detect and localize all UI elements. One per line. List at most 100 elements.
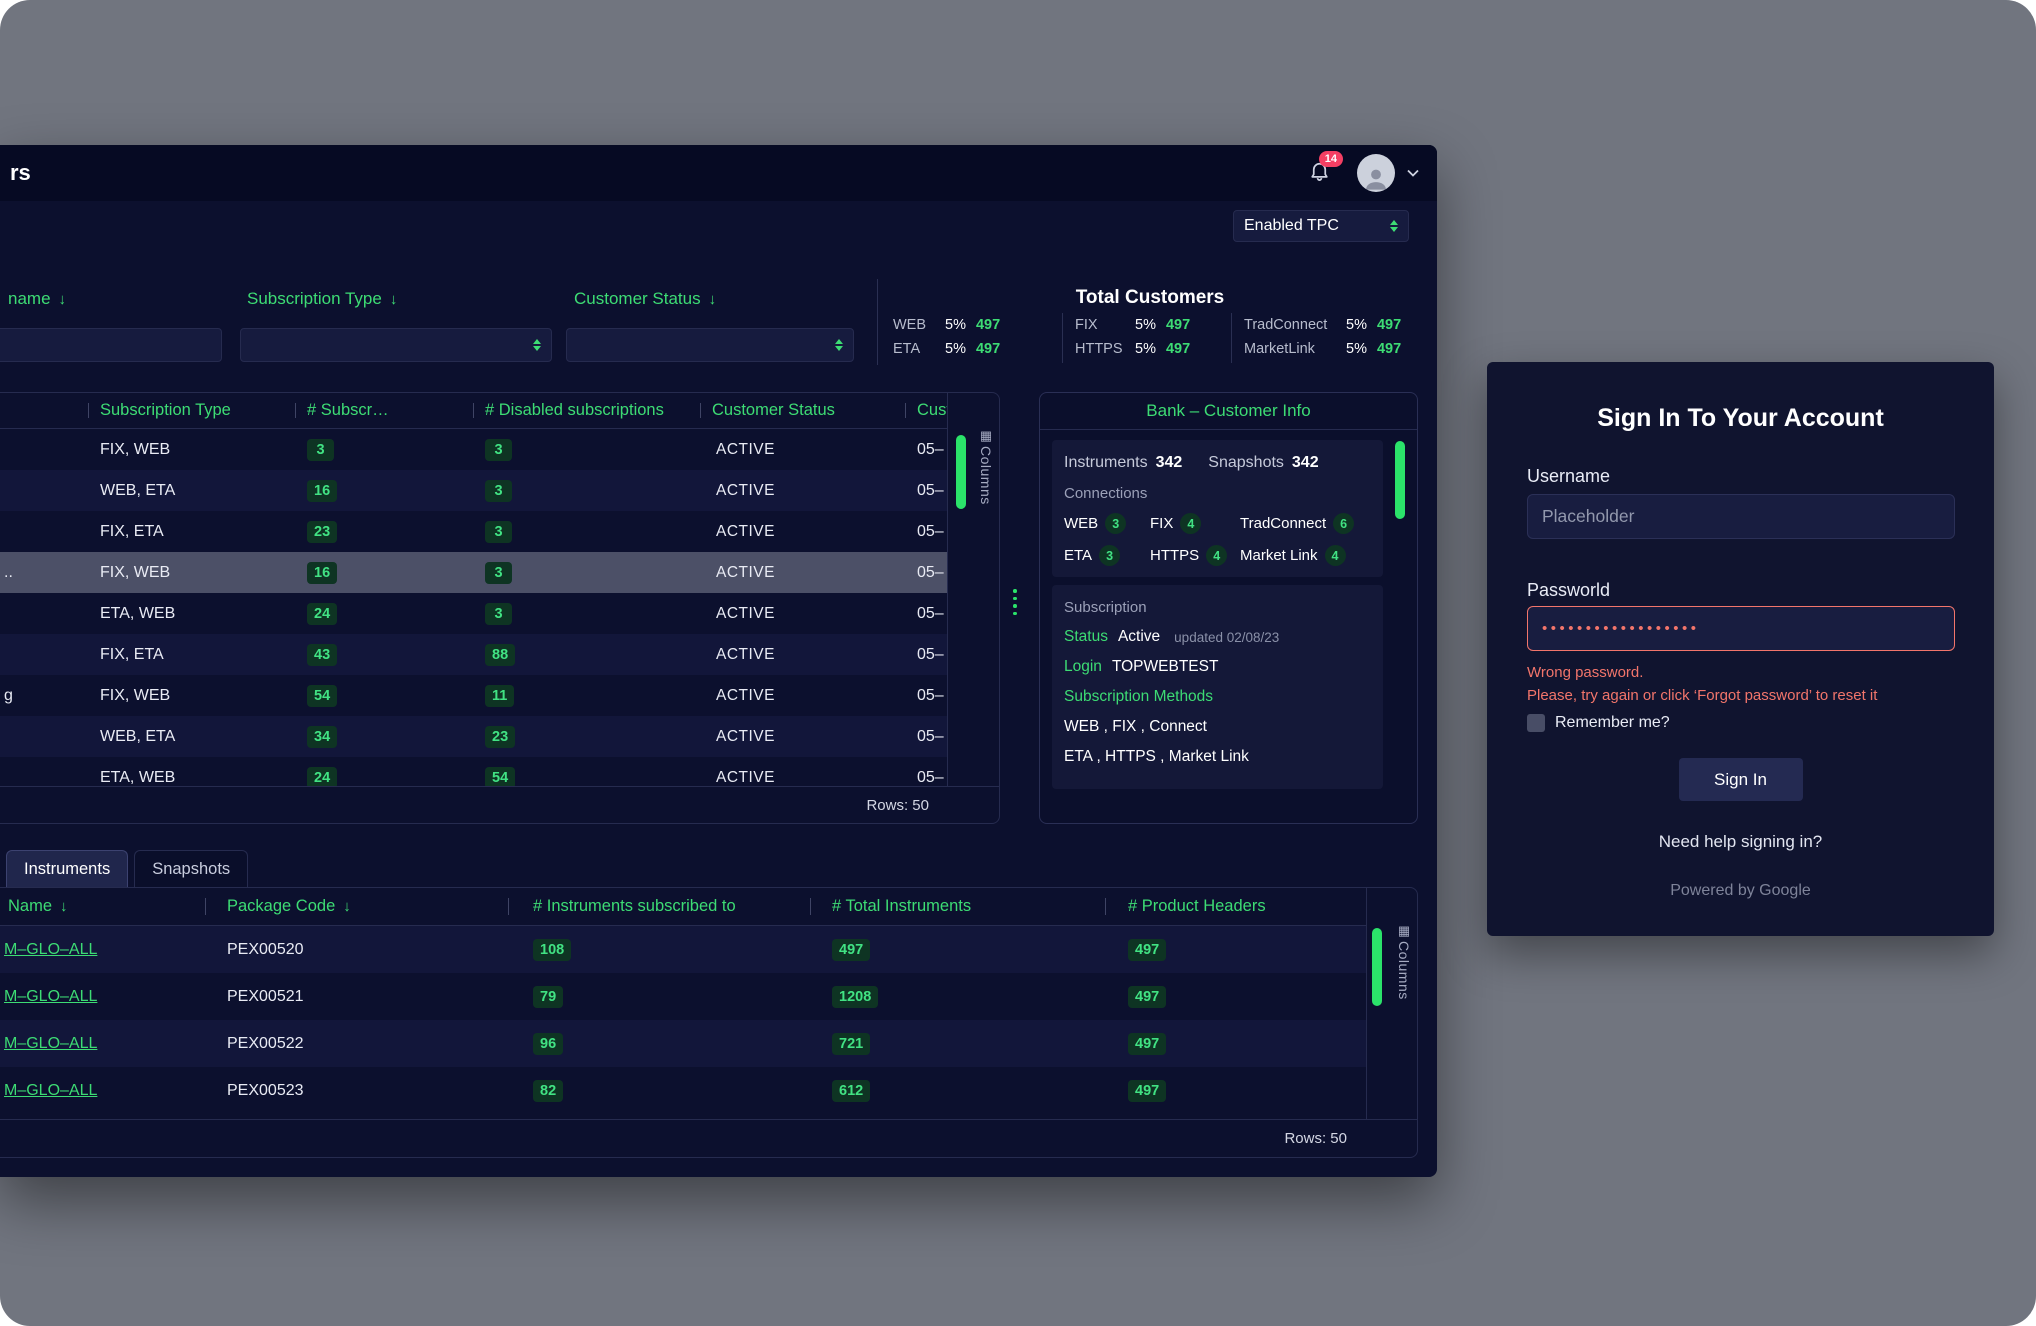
sort-down-icon[interactable]: ↓	[708, 290, 717, 308]
cell-date: 05–	[917, 686, 944, 704]
stat-pct: 5%	[1135, 341, 1156, 357]
connection-item: Market Link 4	[1240, 545, 1371, 566]
table-row[interactable]: g FIX, WEB 54 11 ACTIVE 05–	[0, 675, 947, 716]
cell-disabled: 88	[473, 643, 700, 666]
stat-fix: FIX 5% 497	[1075, 317, 1190, 333]
tab-instruments[interactable]: Instruments	[6, 850, 129, 887]
count-badge: 3	[485, 438, 512, 461]
login-line: Login TOPWEBTEST	[1064, 658, 1371, 676]
stat-value: 497	[1165, 317, 1191, 333]
header-label: Custo	[917, 401, 947, 419]
instrument-name-link[interactable]: M–GLO–ALL	[4, 987, 98, 1005]
methods-label-line: Subscription Methods	[1064, 688, 1371, 706]
table-row[interactable]: FIX, WEB 3 3 ACTIVE 05–	[0, 429, 947, 470]
count-badge: 88	[485, 643, 516, 666]
table-row[interactable]: ETA, WEB 24 3 ACTIVE 05–	[0, 593, 947, 634]
customer-name-filter-input[interactable]	[0, 328, 222, 362]
columns-button[interactable]: ▦ Columns	[978, 429, 994, 505]
table-row[interactable]: FIX, ETA 23 3 ACTIVE 05–	[0, 511, 947, 552]
customers-table-main: Subscription Type # Subscr… # Disabled s…	[0, 393, 947, 786]
connection-item: TradConnect 6	[1240, 513, 1371, 534]
bell-icon	[1311, 162, 1328, 181]
connection-label: HTTPS	[1150, 547, 1200, 564]
vertical-scrollbar[interactable]	[1372, 928, 1382, 1006]
customer-status-sort-label: Customer Status ↓	[574, 289, 716, 309]
vertical-scrollbar[interactable]	[1395, 441, 1405, 519]
connection-count-badge: 4	[1206, 545, 1228, 566]
header-label: Name	[8, 897, 53, 915]
cell-subscribed: 23	[295, 520, 473, 543]
header-disabled: # Disabled subscriptions	[473, 393, 700, 428]
avatar[interactable]	[1357, 154, 1395, 192]
count-badge: 721	[832, 1032, 871, 1055]
help-link[interactable]: Need help signing in?	[1658, 832, 1823, 851]
table-row[interactable]: M–GLO–ALL PEX00521 79 1208 497	[0, 973, 1366, 1020]
instrument-name-link[interactable]: M–GLO–ALL	[4, 940, 98, 958]
sort-arrows-icon	[1390, 220, 1398, 232]
password-input[interactable]	[1527, 606, 1955, 651]
methods-value: WEB , FIX , Connect	[1064, 718, 1207, 735]
remember-checkbox[interactable]	[1527, 714, 1545, 732]
header-total-instruments: # Total Instruments	[810, 888, 1105, 925]
count-badge: 79	[533, 985, 564, 1008]
tab-snapshots[interactable]: Snapshots	[134, 850, 249, 887]
count-badge: 11	[485, 684, 515, 707]
top-bar: rs 14	[0, 145, 1437, 201]
drag-handle[interactable]	[1013, 589, 1017, 615]
count-badge: 3	[485, 602, 512, 625]
chevron-down-icon[interactable]	[1407, 169, 1419, 177]
vertical-scrollbar[interactable]	[956, 435, 966, 509]
cell-date: 05–	[917, 768, 944, 786]
header-package-code[interactable]: Package Code ↓	[205, 888, 508, 925]
cell-disabled: 54	[473, 766, 700, 786]
table-row[interactable]: M–GLO–ALL PEX00520 108 497 497	[0, 926, 1366, 973]
cell-subscribed: 16	[295, 561, 473, 584]
instruments-table-main: Name ↓ Package Code ↓ # Instruments subs…	[0, 888, 1366, 1119]
cell-date: 05–	[917, 604, 944, 622]
divider	[1062, 313, 1063, 363]
table-row[interactable]: WEB, ETA 16 3 ACTIVE 05–	[0, 470, 947, 511]
cell-disabled: 23	[473, 725, 700, 748]
cell-subscribed: 79	[508, 985, 810, 1008]
customer-status-select[interactable]	[566, 328, 854, 362]
connection-label: WEB	[1064, 515, 1099, 532]
count-badge: 24	[307, 602, 338, 625]
tpc-select[interactable]: Enabled TPC	[1233, 210, 1409, 242]
table-row[interactable]: M–GLO–ALL PEX00523 82 612 497	[0, 1067, 1366, 1114]
columns-button[interactable]: ▦ Columns	[1396, 924, 1412, 1000]
header-name[interactable]: Name ↓	[0, 888, 205, 925]
instrument-name-link[interactable]: M–GLO–ALL	[4, 1081, 98, 1099]
cell-total: 497	[810, 938, 1105, 961]
sort-down-icon: ↓	[343, 898, 351, 915]
cell-subscription-type: ETA, WEB	[100, 768, 176, 786]
cell-date: 05–	[917, 522, 944, 540]
instrument-name-link[interactable]: M–GLO–ALL	[4, 1034, 98, 1052]
cell-date: 05–	[917, 481, 944, 499]
table-row[interactable]: M–GLO–ALL PEX00522 96 721 497	[0, 1020, 1366, 1067]
cell-disabled: 3	[473, 561, 700, 584]
table-footer: Rows: 50	[0, 786, 999, 823]
cell-date: 05–	[917, 563, 944, 581]
stat-tradconnect: TradConnect 5% 497	[1244, 317, 1401, 333]
notifications-button[interactable]: 14	[1308, 151, 1343, 187]
powered-by-label: Powered by Google	[1670, 882, 1811, 899]
username-input[interactable]	[1527, 494, 1955, 539]
cell-disabled: 3	[473, 438, 700, 461]
cell-status: ACTIVE	[716, 440, 775, 458]
sign-in-button[interactable]: Sign In	[1678, 758, 1803, 801]
status-label: Status	[1064, 628, 1108, 645]
table-row[interactable]: ETA, WEB 24 54 ACTIVE 05–	[0, 757, 947, 786]
name-filter-label: name	[8, 289, 51, 308]
table-row[interactable]: WEB, ETA 34 23 ACTIVE 05–	[0, 716, 947, 757]
table-row-selected[interactable]: .. FIX, WEB 16 3 ACTIVE 05–	[0, 552, 947, 593]
table-row[interactable]: FIX, ETA 43 88 ACTIVE 05–	[0, 634, 947, 675]
sort-down-icon[interactable]: ↓	[389, 290, 398, 308]
error-line-2: Please, try again or click ‘Forgot passw…	[1527, 686, 1878, 704]
login-value: TOPWEBTEST	[1111, 658, 1219, 675]
password-error: Wrong password. Please, try again or cli…	[1527, 662, 1877, 707]
sort-down-icon[interactable]: ↓	[58, 290, 67, 308]
sort-down-icon: ↓	[60, 898, 68, 915]
subscription-type-select[interactable]	[240, 328, 552, 362]
methods-line-1: WEB , FIX , Connect	[1064, 718, 1371, 736]
